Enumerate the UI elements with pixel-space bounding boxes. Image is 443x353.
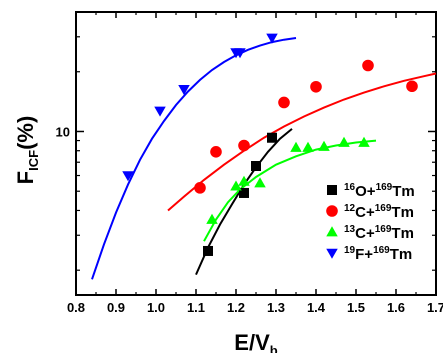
y-axis-title-sub: ICF bbox=[26, 150, 41, 171]
x-tick-label: 1.2 bbox=[227, 300, 245, 315]
data-point-C12 bbox=[238, 139, 250, 152]
x-axis-title: E/Vb bbox=[234, 330, 277, 353]
data-point-C12 bbox=[194, 182, 206, 194]
legend-target: Tm bbox=[391, 204, 414, 221]
x-axis-title-sub: b bbox=[270, 343, 278, 353]
x-tick-label: 1.6 bbox=[387, 300, 405, 315]
data-point-C12 bbox=[310, 80, 322, 93]
legend-projectile: F+ bbox=[355, 246, 373, 263]
legend-label-C12: 12C+169Tm bbox=[344, 203, 414, 221]
data-point-C13 bbox=[338, 136, 350, 147]
legend-marker-C12 bbox=[326, 205, 338, 217]
data-point-C13 bbox=[358, 136, 370, 147]
y-axis-title: FICF(%) bbox=[13, 116, 41, 185]
legend-marker-F19 bbox=[326, 248, 338, 259]
y-axis-title-suffix: (%) bbox=[13, 116, 38, 150]
legend-mass: 16 bbox=[344, 182, 356, 193]
data-point-C13 bbox=[254, 177, 266, 188]
legend-mass: 19 bbox=[344, 245, 356, 256]
data-point-O16 bbox=[251, 161, 261, 172]
data-point-C12 bbox=[210, 146, 222, 158]
legend-label-F19: 19F+169Tm bbox=[344, 245, 412, 263]
legend-projectile: C+ bbox=[355, 225, 375, 242]
legend-target-mass: 169 bbox=[375, 224, 392, 235]
data-points bbox=[122, 33, 418, 256]
x-tick-label: 1.3 bbox=[267, 300, 285, 315]
data-point-C12 bbox=[362, 59, 374, 72]
x-tick-label: 1.1 bbox=[187, 300, 205, 315]
data-point-C12 bbox=[278, 96, 290, 109]
fit-curves bbox=[91, 37, 437, 280]
x-tick-label: 1.5 bbox=[347, 300, 365, 315]
x-axis-title-main: E/V bbox=[234, 330, 270, 353]
data-point-F19 bbox=[122, 171, 134, 182]
fit-curve-F19 bbox=[91, 37, 297, 280]
fit-curve-C12 bbox=[167, 72, 437, 212]
x-tick-label: 1.7 bbox=[427, 300, 443, 315]
x-tick-label: 0.9 bbox=[107, 300, 125, 315]
x-tick-label: 1.0 bbox=[147, 300, 165, 315]
data-point-C13 bbox=[230, 180, 242, 191]
data-point-O16 bbox=[203, 245, 213, 256]
legend-target: Tm bbox=[392, 183, 415, 200]
x-axis-ticks: 0.8 0.9 1.0 1.1 1.2 1.3 1.4 1.5 1.6 1.7 bbox=[67, 12, 443, 315]
legend-projectile: C+ bbox=[355, 204, 375, 221]
y-axis-ticks: 10 bbox=[56, 11, 436, 271]
data-point-C13 bbox=[302, 141, 314, 152]
legend-target-mass: 169 bbox=[373, 245, 390, 256]
data-point-F19 bbox=[178, 85, 190, 96]
legend-projectile: O+ bbox=[355, 183, 376, 200]
data-point-F19 bbox=[266, 33, 278, 44]
data-point-F19 bbox=[234, 48, 246, 59]
legend-target: Tm bbox=[391, 225, 414, 242]
y-tick-label: 10 bbox=[56, 124, 70, 139]
legend-marker-O16 bbox=[327, 185, 337, 195]
legend-target: Tm bbox=[390, 246, 413, 263]
data-point-O16 bbox=[239, 187, 249, 198]
data-point-O16 bbox=[267, 132, 277, 143]
data-point-C13 bbox=[290, 141, 302, 152]
data-point-F19 bbox=[154, 106, 166, 117]
data-point-C13 bbox=[238, 175, 250, 186]
data-point-C12 bbox=[406, 80, 418, 93]
x-tick-label: 1.4 bbox=[307, 300, 326, 315]
data-point-C13 bbox=[318, 140, 330, 151]
legend-mass: 12 bbox=[344, 203, 356, 214]
legend-mass: 13 bbox=[344, 224, 356, 235]
y-axis-title-main: F bbox=[13, 171, 38, 184]
legend-target-mass: 169 bbox=[375, 203, 392, 214]
legend-marker-C13 bbox=[326, 226, 338, 237]
data-point-C13 bbox=[206, 213, 218, 224]
x-tick-label: 0.8 bbox=[67, 300, 85, 315]
legend-label-O16: 16O+169Tm bbox=[344, 182, 415, 200]
legend-target-mass: 169 bbox=[376, 182, 393, 193]
legend-label-C13: 13C+169Tm bbox=[344, 224, 414, 242]
